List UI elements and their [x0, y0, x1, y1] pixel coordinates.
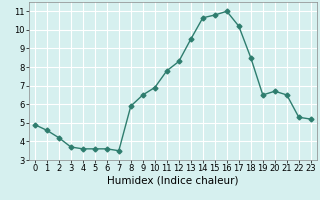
X-axis label: Humidex (Indice chaleur): Humidex (Indice chaleur) [107, 176, 238, 186]
